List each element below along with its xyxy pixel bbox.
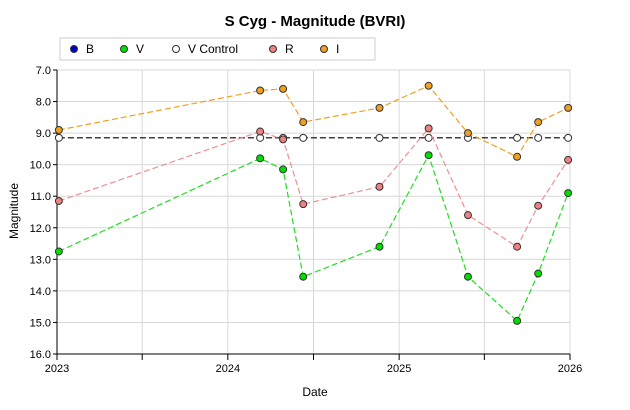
- y-axis-label: Magnitude: [7, 183, 21, 239]
- x-tick-label: 2025: [387, 363, 411, 375]
- series-line-r: [58, 127, 569, 248]
- data-point-v-control: [375, 133, 384, 142]
- data-point-i: [54, 125, 63, 134]
- y-tick-label: 14.0: [30, 286, 51, 298]
- data-point-r: [279, 135, 288, 144]
- data-point-i: [375, 103, 384, 112]
- y-tick-label: 9.0: [36, 128, 51, 140]
- series: [54, 81, 573, 325]
- data-point-v-control: [299, 133, 308, 142]
- legend-label-b: B: [86, 42, 94, 56]
- data-point-i: [256, 86, 265, 95]
- series-line-i: [58, 85, 569, 158]
- data-point-v: [424, 151, 433, 160]
- legend-label-r: R: [285, 42, 294, 56]
- y-tick-label: 7.0: [36, 65, 51, 77]
- data-point-v-control: [424, 133, 433, 142]
- legend: B V V Control R I: [59, 37, 376, 61]
- legend-label-v-control: V Control: [188, 42, 238, 56]
- data-point-r: [534, 201, 543, 210]
- legend-label-v: V: [136, 42, 144, 56]
- data-point-v: [279, 165, 288, 174]
- y-tick-label: 10.0: [30, 160, 51, 172]
- data-point-v-control: [513, 133, 522, 142]
- data-point-i: [279, 84, 288, 93]
- data-point-v: [54, 247, 63, 256]
- data-point-v: [463, 272, 472, 281]
- legend-label-i: I: [336, 42, 339, 56]
- data-point-v-control: [54, 133, 63, 142]
- data-point-v-control: [564, 133, 573, 142]
- data-point-r: [299, 200, 308, 209]
- y-tick-label: 11.0: [30, 191, 51, 203]
- data-point-r: [256, 127, 265, 136]
- y-tick-label: 16.0: [30, 349, 51, 361]
- data-point-r: [564, 155, 573, 164]
- data-point-v: [299, 272, 308, 281]
- legend-marker-v-control: [172, 45, 180, 53]
- x-tick-label: 2024: [216, 363, 240, 375]
- x-axis-label: Date: [302, 385, 328, 399]
- legend-marker-v: [120, 45, 128, 53]
- legend-marker-b: [70, 45, 78, 53]
- data-point-v: [375, 242, 384, 251]
- y-tick-label: 12.0: [30, 223, 51, 235]
- legend-box: [59, 37, 376, 61]
- data-point-v: [256, 154, 265, 163]
- axes: 7.0 8.0 9.0 10.0 11.0 12.0 13.0 14.0 15.0 16.0 202…: [30, 65, 583, 375]
- data-point-r: [375, 182, 384, 191]
- y-tick-label: 8.0: [36, 97, 51, 109]
- data-point-r: [54, 196, 63, 205]
- data-point-r: [513, 242, 522, 251]
- y-tick-label: 13.0: [30, 254, 51, 266]
- y-tick-label: 15.0: [30, 317, 51, 329]
- data-point-v: [564, 189, 573, 198]
- data-point-i: [564, 103, 573, 112]
- data-point-i: [424, 81, 433, 90]
- series-line-v: [58, 153, 569, 322]
- data-point-v: [534, 269, 543, 278]
- x-tick-label: 2023: [45, 363, 69, 375]
- legend-marker-i: [320, 45, 328, 53]
- legend-marker-r: [269, 45, 277, 53]
- data-point-v-control: [534, 133, 543, 142]
- x-tick-label: 2026: [558, 363, 582, 375]
- data-point-r: [424, 124, 433, 133]
- data-point-r: [463, 211, 472, 220]
- data-point-i: [463, 129, 472, 138]
- chart-title: S Cyg - Magnitude (BVRI): [225, 13, 406, 30]
- data-point-v: [513, 316, 522, 325]
- data-point-i: [299, 118, 308, 127]
- data-point-i: [534, 118, 543, 127]
- grid: [56, 69, 571, 355]
- data-point-i: [513, 152, 522, 161]
